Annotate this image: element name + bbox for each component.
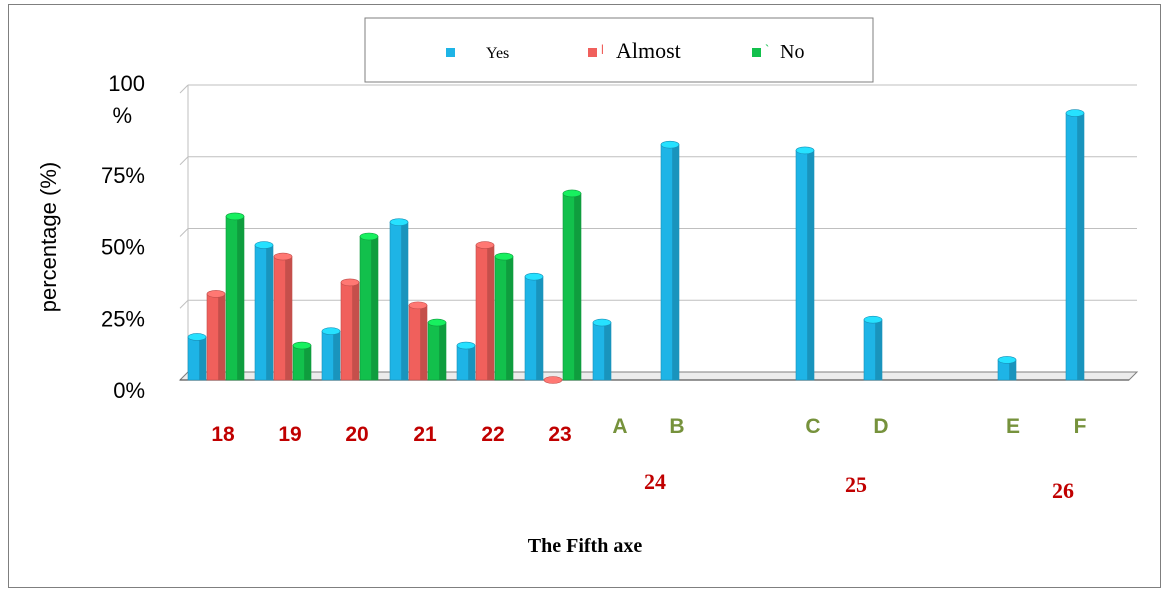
bar-yes-C — [795, 146, 815, 381]
legend-label: Almost — [616, 38, 681, 63]
y-tick-label: 50% — [101, 235, 145, 260]
category-label: 20 — [345, 423, 368, 446]
gridline — [179, 84, 189, 94]
category-label: D — [873, 415, 888, 438]
gridline — [179, 156, 189, 166]
category-label: C — [805, 415, 820, 438]
bar-yes-A — [592, 318, 612, 381]
y-axis-tick-labels: 0% 25% 50% 75% 100% — [101, 71, 145, 403]
y-axis-label: percentage (%) — [36, 162, 61, 312]
category-label: 19 — [278, 423, 301, 446]
bar-yes-20 — [321, 327, 341, 381]
bar-almost-23 — [543, 376, 563, 384]
legend-item-almost: l Almost — [588, 38, 681, 63]
bar-no-19 — [292, 341, 312, 381]
bars — [187, 109, 1085, 384]
bar-yes-D — [863, 315, 883, 381]
bar-almost-21 — [408, 301, 428, 381]
category-label: F — [1074, 415, 1087, 438]
bar-no-23 — [562, 189, 582, 381]
y-tick-label: 75% — [101, 163, 145, 188]
gridline — [179, 299, 189, 309]
bar-yes-B — [660, 140, 680, 381]
legend: Yes l Almost ` No — [446, 38, 804, 63]
legend-label: Yes — [486, 45, 509, 62]
bar-yes-18 — [187, 333, 207, 381]
x-axis-group-labels: 24 25 26 — [644, 469, 1074, 503]
group-label: 26 — [1052, 478, 1074, 503]
gridline — [179, 228, 189, 237]
legend-item-no: ` No — [752, 41, 804, 63]
category-label: E — [1006, 415, 1020, 438]
bar-almost-20 — [340, 278, 360, 381]
bar-almost-18 — [206, 290, 226, 381]
category-label: A — [612, 415, 627, 438]
x-axis-label: The Fifth axe — [528, 535, 643, 557]
category-label: 21 — [413, 423, 437, 446]
bar-no-21 — [427, 318, 447, 381]
y-tick-label: 100% — [108, 71, 145, 128]
y-tick-label: 0% — [113, 378, 145, 403]
category-label: 22 — [481, 423, 504, 446]
group-label: 25 — [845, 472, 867, 497]
x-axis-category-labels: 18 19 20 21 22 23 A B C D E F — [211, 415, 1086, 446]
bar-no-22 — [494, 252, 514, 381]
bar-yes-F — [1065, 109, 1085, 381]
bar-yes-23 — [524, 272, 544, 381]
bar-no-20 — [359, 232, 379, 381]
bar-yes-E — [997, 356, 1017, 381]
legend-marker: ` — [765, 42, 769, 57]
category-label: 23 — [548, 423, 571, 446]
legend-item-yes: Yes — [446, 45, 509, 62]
legend-swatch — [446, 48, 455, 57]
legend-swatch — [752, 48, 761, 57]
group-label: 24 — [644, 469, 666, 494]
legend-label: No — [780, 41, 804, 63]
legend-swatch — [588, 48, 597, 57]
legend-marker: l — [601, 42, 604, 57]
bar-yes-19 — [254, 241, 274, 381]
bar-almost-22 — [475, 241, 495, 381]
bar-yes-21 — [389, 218, 409, 381]
bar-no-18 — [225, 212, 245, 381]
category-label: B — [669, 415, 684, 438]
bar-yes-22 — [456, 341, 476, 381]
bar-almost-19 — [273, 252, 293, 381]
chart-frame — [8, 4, 1161, 588]
y-tick-label: 25% — [101, 306, 145, 331]
category-label: 18 — [211, 423, 235, 446]
